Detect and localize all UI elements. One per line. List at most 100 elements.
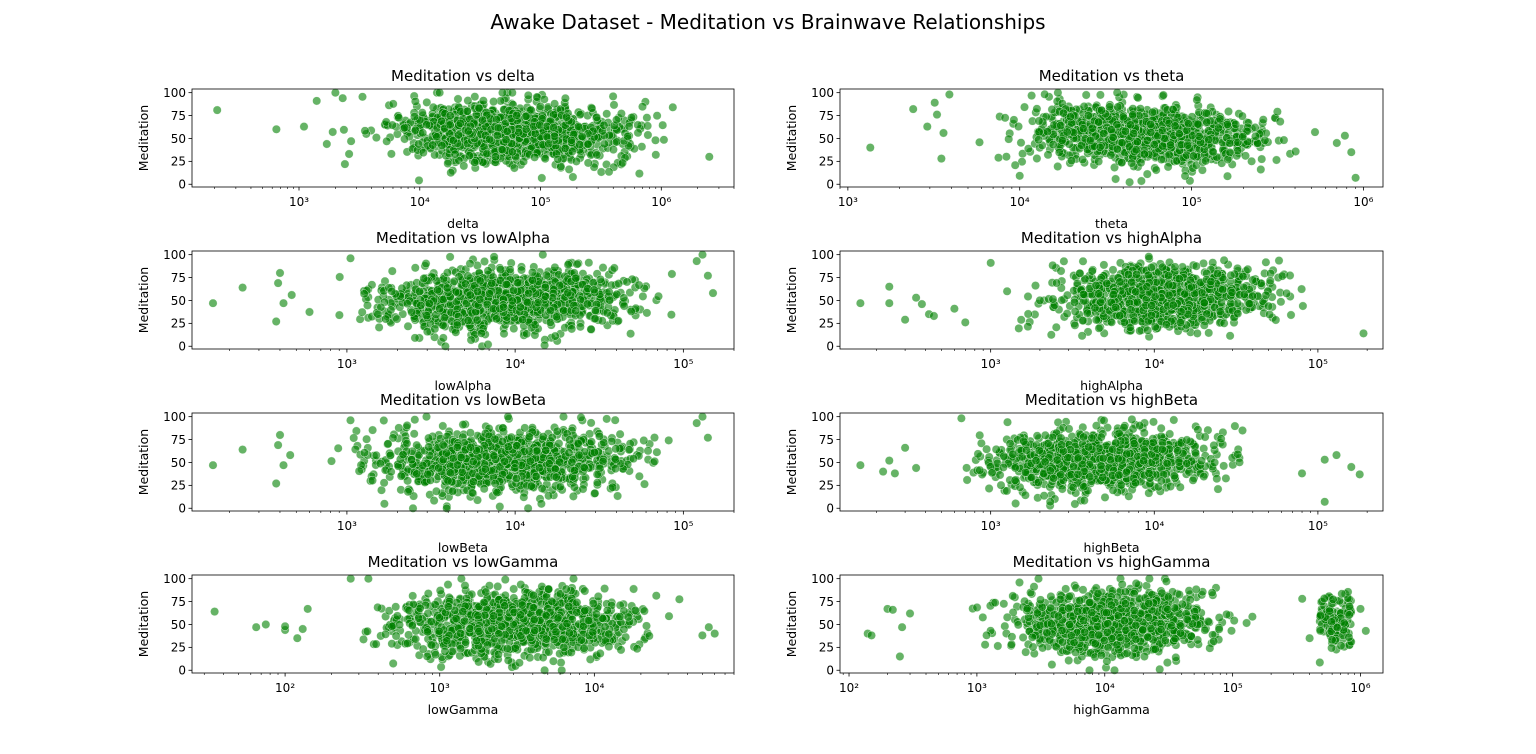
scatter-point [1158,141,1168,151]
scatter-point [532,92,542,102]
y-tick-label: 25 [171,317,186,331]
scatter-point [550,131,559,141]
scatter-point [575,140,585,150]
scatter-point [271,317,281,326]
scatter-point [1261,290,1271,300]
scatter-point [1062,309,1072,319]
scatter-point [371,133,381,143]
scatter-point [1174,129,1184,139]
scatter-point [328,127,338,137]
scatter-point [553,154,563,164]
scatter-point [1099,260,1109,270]
scatter-point [613,316,623,326]
scatter-point [1004,134,1014,144]
scatter-point [1257,154,1267,164]
scatter-point [1163,162,1173,172]
scatter-point [591,306,600,315]
scatter-point [442,283,452,293]
scatter-point [499,329,509,339]
scatter-point [433,285,443,295]
scatter-point [1183,119,1193,129]
scatter-point [1251,131,1260,141]
scatter-point [1001,152,1011,162]
scatter-point [535,101,545,111]
scatter-point [614,279,624,289]
scatter-point [533,298,543,308]
scatter-point [491,152,501,162]
scatter-point [666,310,676,320]
scatter-point [668,102,678,112]
scatter-point [273,278,283,288]
scatter-point [1149,140,1159,149]
scatter-point [1115,277,1125,287]
scatter-point [1213,123,1223,133]
scatter-point [1275,117,1285,127]
scatter-point [445,111,455,121]
scatter-point [1023,292,1033,301]
scatter-point [359,289,369,299]
scatter-point [1199,298,1209,308]
scatter-point [540,154,550,164]
scatter-point [1094,117,1104,127]
scatter-point [430,324,440,334]
scatter-point [592,112,602,122]
scatter-point [442,268,452,278]
scatter-point [1052,278,1062,288]
scatter-point [1216,298,1226,307]
scatter-point [550,262,560,272]
y-tick-label: 100 [163,86,186,100]
scatter-point [994,153,1003,163]
scatter-point [643,130,653,140]
scatter-point [435,304,445,314]
scatter-point [939,128,948,138]
scatter-point [1146,263,1156,272]
scatter-point [1174,274,1184,284]
scatter-point [402,299,412,309]
scatter-point [1077,331,1087,341]
scatter-point [1248,291,1257,301]
scatter-point [1143,325,1153,335]
scatter-point [1070,297,1079,307]
scatter-point [708,288,718,298]
scatter-point [1166,140,1175,150]
scatter-point [392,314,402,324]
scatter-point [643,121,653,131]
scatter-point [509,286,519,295]
scatter-point [1231,119,1241,129]
scatter-point [1227,287,1237,297]
scatter-point [638,102,647,112]
scatter-point [1111,174,1121,184]
scatter-point [335,272,345,282]
scatter-point [642,113,652,123]
scatter-point [505,265,515,274]
scatter-point [652,111,662,121]
scatter-point [485,134,495,144]
scatter-point [422,311,432,321]
scatter-point [1132,137,1142,147]
x-tick-label: 10³ [337,357,357,371]
scatter-point [651,150,661,160]
subplot-title: Meditation vs delta [391,67,535,85]
scatter-point [1136,176,1146,186]
scatter-point [1142,282,1152,292]
scatter-point [388,99,398,109]
scatter-point [515,302,525,312]
scatter-point [466,335,476,345]
scatter-point [1233,146,1243,156]
scatter-point [498,88,507,98]
scatter-point [489,97,499,107]
scatter-point [1297,284,1307,294]
scatter-point [1189,151,1198,161]
scatter-point [865,143,875,153]
scatter-point [1094,323,1104,333]
scatter-points [855,252,1368,342]
scatter-point [475,294,485,304]
scatter-point [1015,171,1025,181]
scatter-point [1131,145,1141,155]
scatter-point [417,108,427,118]
scatter-point [1078,256,1088,266]
scatter-point [1085,136,1095,145]
scatter-point [1225,138,1235,148]
scatter-point [513,278,523,288]
